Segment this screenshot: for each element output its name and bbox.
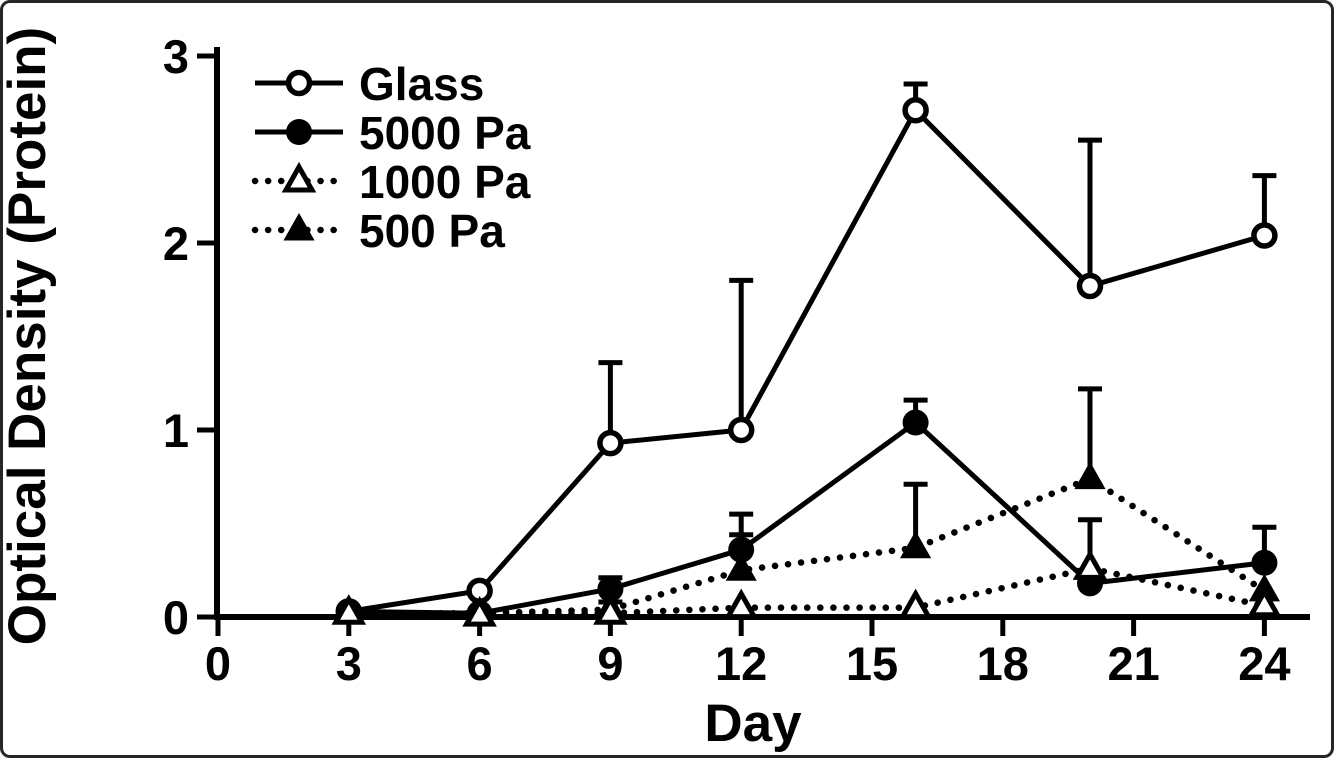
legend-label: Glass <box>359 58 485 110</box>
open-triangle-icon <box>251 156 347 210</box>
data-point-open-triangle <box>723 588 759 620</box>
x-tick-label: 15 <box>846 637 898 690</box>
data-point-filled-triangle <box>1074 461 1106 490</box>
open-circle-icon <box>251 58 347 112</box>
legend-item-1000-pa: 1000 Pa <box>251 158 530 207</box>
y-axis-title: Optical Density (Protein) <box>3 27 57 645</box>
legend-label: 1000 Pa <box>359 156 531 208</box>
legend-label: 500 Pa <box>359 205 505 257</box>
data-point-open-triangle <box>1247 586 1282 618</box>
x-tick-label: 12 <box>715 637 767 690</box>
x-tick-label: 6 <box>467 637 493 690</box>
legend-item-5000-pa: 5000 Pa <box>251 109 530 158</box>
y-tick-label: 3 <box>163 30 189 83</box>
legend: Glass 5000 Pa 1000 Pa 500 Pa <box>251 60 530 256</box>
legend-item-500-pa: 500 Pa <box>251 207 530 256</box>
filled-triangle-icon <box>251 205 347 259</box>
series-1000-pa <box>331 517 1282 627</box>
x-tick-label: 18 <box>977 637 1029 690</box>
x-tick-label: 9 <box>597 637 623 690</box>
data-point-filled-triangle <box>283 212 315 240</box>
data-point-open-circle <box>902 96 929 124</box>
x-tick-label: 24 <box>1238 637 1290 690</box>
data-point-open-triangle <box>462 596 497 627</box>
x-tick-label: 0 <box>205 637 231 690</box>
y-tick-label: 1 <box>163 404 189 457</box>
x-axis-title: Day <box>704 694 802 753</box>
y-tick-label: 2 <box>163 217 189 270</box>
legend-label: 5000 Pa <box>359 107 531 159</box>
figure-frame: 0 3 6 9 12 15 18 21 24 0 1 2 3 Day Optical Density (… <box>0 0 1334 758</box>
data-point-filled-circle <box>902 409 929 436</box>
data-point-filled-circle <box>1251 549 1278 576</box>
series-glass <box>335 81 1278 625</box>
data-point-open-circle <box>727 416 755 444</box>
data-point-filled-triangle <box>725 553 757 581</box>
data-point-open-triangle <box>331 594 367 625</box>
chart-area: 0 3 6 9 12 15 18 21 24 0 1 2 3 Day Optical Density (… <box>0 3 1340 767</box>
y-tick-label: 0 <box>163 591 189 644</box>
series-layer <box>331 81 1282 627</box>
data-point-open-triangle <box>593 594 628 625</box>
data-point-open-triangle <box>1072 549 1108 580</box>
filled-circle-icon <box>251 107 347 161</box>
data-point-open-triangle <box>898 588 933 620</box>
data-point-open-circle <box>285 69 313 96</box>
legend-item-glass: Glass <box>251 60 530 109</box>
x-tick-label: 3 <box>336 637 362 690</box>
data-point-filled-triangle <box>900 530 932 559</box>
data-point-open-circle <box>597 429 624 457</box>
data-point-filled-circle <box>286 118 312 145</box>
data-point-open-triangle <box>281 161 317 192</box>
data-point-open-circle <box>1076 272 1104 300</box>
data-point-open-circle <box>1251 222 1278 249</box>
data-point-filled-circle <box>597 575 624 602</box>
x-tick-label: 21 <box>1107 637 1159 690</box>
